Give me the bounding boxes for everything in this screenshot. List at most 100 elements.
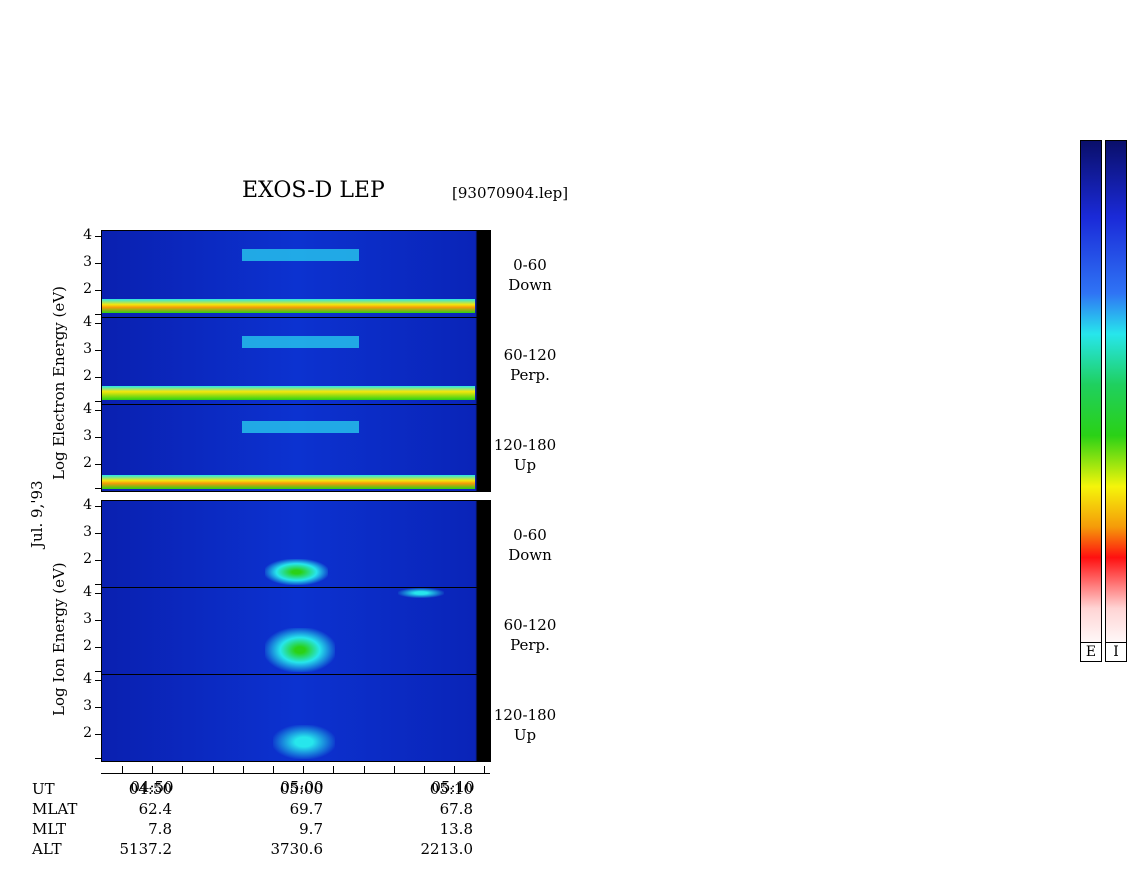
y-tick xyxy=(95,263,101,264)
y-tick xyxy=(95,437,101,438)
x-tick xyxy=(122,766,123,773)
electron-panel-up xyxy=(101,404,491,492)
mlat-value: 62.4 xyxy=(138,800,172,818)
ut-value: 05:00 xyxy=(279,780,323,798)
y-tick xyxy=(95,323,101,324)
angle-label: 0-60 Down xyxy=(508,256,552,294)
y-tick xyxy=(95,593,101,594)
row-label-ut: UT xyxy=(32,780,55,798)
file-name: [93070904.lep] xyxy=(452,184,569,202)
low-energy-band xyxy=(102,386,476,400)
ion-panel-down xyxy=(101,500,491,588)
date-label: Jul. 9,'93 xyxy=(28,480,46,548)
ion-blob xyxy=(273,725,336,759)
x-tick xyxy=(303,766,305,773)
y-tick xyxy=(95,290,101,291)
alt-value: 2213.0 xyxy=(420,840,474,858)
y-tick-label: 3 xyxy=(83,611,92,627)
y-tick-label: 4 xyxy=(83,584,92,600)
x-tick xyxy=(212,766,214,773)
y-tick-label: 2 xyxy=(83,455,92,471)
ut-value: 04:50 xyxy=(128,780,172,798)
y-tick xyxy=(95,410,101,411)
x-axis-line xyxy=(101,773,490,774)
y-tick xyxy=(95,734,101,735)
angle-label: 60-120 Perp. xyxy=(503,346,557,384)
x-tick xyxy=(182,766,184,773)
y-tick xyxy=(95,350,101,351)
x-tick xyxy=(363,766,365,773)
colorbar-ion xyxy=(1105,140,1127,650)
mlt-value: 13.8 xyxy=(439,820,473,838)
y-tick-label: 2 xyxy=(83,725,92,741)
x-tick-label: 05:00 xyxy=(280,778,324,796)
y-tick xyxy=(95,584,101,585)
hot-band xyxy=(242,249,359,261)
angle-label: 60-120 Perp. xyxy=(503,616,557,654)
x-tick xyxy=(484,766,486,773)
ion-blob xyxy=(397,588,445,598)
y-tick xyxy=(95,464,101,465)
y-tick xyxy=(95,620,101,621)
x-tick xyxy=(393,766,395,773)
y-tick-label: 2 xyxy=(83,368,92,384)
low-energy-band xyxy=(102,475,476,489)
ion-panel-up xyxy=(101,674,491,762)
mlt-value: 7.8 xyxy=(148,820,172,838)
y-tick xyxy=(95,647,101,648)
y-tick xyxy=(95,236,101,237)
electron-y-label: Log Electron Energy (eV) xyxy=(50,286,68,480)
y-tick-label: 2 xyxy=(83,551,92,567)
row-label-alt: ALT xyxy=(32,840,62,858)
x-tick xyxy=(152,766,154,773)
y-tick xyxy=(95,314,101,315)
hot-band xyxy=(242,336,359,348)
x-tick xyxy=(333,766,335,773)
y-tick-label: 3 xyxy=(83,341,92,357)
angle-label: 120-180 Up xyxy=(493,706,557,744)
ion-blob xyxy=(265,559,328,585)
y-tick-label: 4 xyxy=(83,401,92,417)
mlat-value: 67.8 xyxy=(439,800,473,818)
colorbar-label-e: E xyxy=(1080,642,1102,662)
ion-panel-perp xyxy=(101,587,491,675)
hot-band xyxy=(242,421,359,433)
x-tick xyxy=(424,766,425,773)
x-tick-label: 05:10 xyxy=(431,778,475,796)
angle-label: 120-180 Up xyxy=(493,436,557,474)
low-energy-band xyxy=(102,299,476,313)
electron-panel-down xyxy=(101,230,491,318)
angle-label: 0-60 Down xyxy=(508,526,552,564)
y-tick xyxy=(95,758,101,759)
y-tick-label: 4 xyxy=(83,227,92,243)
y-tick-label: 4 xyxy=(83,671,92,687)
y-tick xyxy=(95,707,101,708)
row-label-mlt: MLT xyxy=(32,820,67,838)
x-tick xyxy=(242,766,244,773)
ion-y-label: Log Ion Energy (eV) xyxy=(50,562,68,716)
y-tick xyxy=(95,377,101,378)
y-tick-label: 2 xyxy=(83,281,92,297)
x-tick xyxy=(273,766,274,773)
mlt-value: 9.7 xyxy=(299,820,323,838)
ion-blob xyxy=(265,628,336,672)
y-tick xyxy=(95,560,101,561)
x-tick-label: 04:50 xyxy=(130,778,174,796)
alt-value: 5137.2 xyxy=(119,840,173,858)
y-tick xyxy=(95,401,101,402)
alt-value: 3730.6 xyxy=(270,840,324,858)
y-tick-label: 3 xyxy=(83,428,92,444)
row-label-mlat: MLAT xyxy=(32,800,78,818)
colorbar-electron xyxy=(1080,140,1102,650)
y-tick-label: 2 xyxy=(83,638,92,654)
y-tick xyxy=(95,506,101,507)
x-tick xyxy=(454,766,456,773)
colorbar-label-i: I xyxy=(1105,642,1127,662)
y-tick-label: 3 xyxy=(83,524,92,540)
ut-value: 05:10 xyxy=(429,780,473,798)
y-tick xyxy=(95,533,101,534)
y-tick-label: 3 xyxy=(83,254,92,270)
y-tick-label: 4 xyxy=(83,497,92,513)
y-tick xyxy=(95,488,101,489)
y-tick-label: 3 xyxy=(83,698,92,714)
